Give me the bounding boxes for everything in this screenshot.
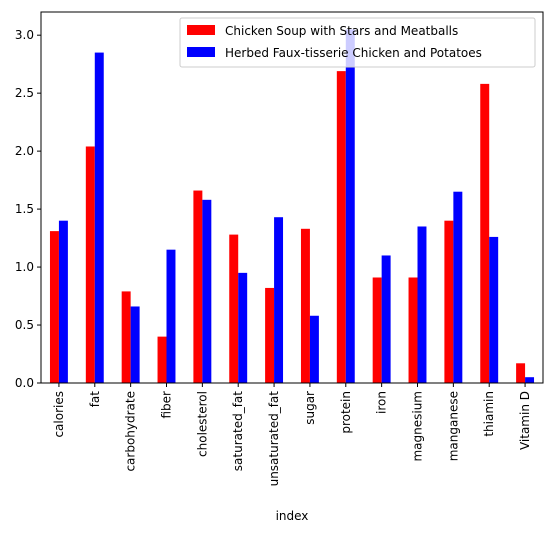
legend: Chicken Soup with Stars and Meatballs He…: [179, 17, 536, 68]
x-tick-label: calories: [52, 391, 66, 438]
bar-2-thiamin: [489, 236, 499, 383]
bar-1-magnesium: [408, 277, 418, 383]
bar-1-fat: [85, 146, 95, 383]
bar-1-saturated_fat: [229, 234, 239, 383]
x-tick-label: unsaturated_fat: [267, 391, 281, 487]
bar-1-cholesterol: [193, 190, 203, 383]
bar-1-calories: [49, 231, 59, 383]
x-tick-label: protein: [339, 391, 353, 434]
y-tick-label: 1.5: [15, 202, 34, 216]
bar-2-iron: [381, 255, 391, 383]
bar-2-unsaturated_fat: [274, 217, 284, 383]
y-tick-label: 2.0: [15, 144, 34, 158]
bar-1-manganese: [444, 220, 454, 383]
x-axis-label: index: [276, 509, 309, 523]
plot-frame: [40, 11, 544, 384]
x-tick-label: fiber: [160, 391, 174, 419]
x-tick-label: Vitamin D: [518, 391, 532, 450]
y-tick-label: 0.5: [15, 318, 34, 332]
y-tick-label: 2.5: [15, 86, 34, 100]
x-tick-label: magnesium: [411, 391, 425, 462]
bar-2-fiber: [166, 249, 176, 383]
bar-2-magnesium: [417, 226, 427, 383]
x-tick-label: carbohydrate: [124, 391, 138, 472]
x-tick-label: fat: [88, 391, 102, 408]
bar-2-sugar: [309, 315, 319, 383]
legend-box: [179, 17, 536, 68]
legend-label-series-2: Herbed Faux-tisserie Chicken and Potatoe…: [225, 46, 482, 60]
x-axis: calories fat carbohydrate fiber cholesterol s…: [52, 383, 532, 486]
bar-1-sugar: [300, 228, 310, 383]
bar-2-calories: [58, 220, 68, 383]
bars-group: [49, 29, 535, 384]
bar-2-manganese: [453, 191, 463, 383]
bar-1-protein: [336, 71, 346, 384]
bar-1-iron: [372, 277, 382, 383]
bar-2-saturated_fat: [238, 272, 248, 383]
bar-1-Vitamin D: [516, 363, 526, 383]
bar-2-fat: [94, 52, 104, 383]
y-axis: 0.0 0.5 1.0 1.5 2.0 2.5 3.0: [15, 28, 41, 390]
y-tick-label: 1.0: [15, 260, 34, 274]
legend-label-series-1: Chicken Soup with Stars and Meatballs: [225, 24, 458, 38]
bar-2-Vitamin D: [525, 377, 535, 383]
x-tick-label: saturated_fat: [231, 391, 245, 471]
y-tick-label: 3.0: [15, 28, 34, 42]
bar-1-thiamin: [480, 83, 490, 383]
x-tick-label: manganese: [446, 391, 460, 461]
bar-1-unsaturated_fat: [265, 287, 275, 383]
bar-2-protein: [345, 29, 355, 383]
x-tick-label: cholesterol: [195, 391, 209, 457]
x-tick-label: iron: [375, 391, 389, 414]
bar-2-cholesterol: [202, 199, 212, 383]
bar-1-fiber: [157, 336, 167, 383]
y-tick-label: 0.0: [15, 376, 34, 390]
bar-1-carbohydrate: [121, 291, 131, 383]
legend-swatch-series-2: [187, 47, 215, 57]
x-tick-label: sugar: [303, 391, 317, 425]
legend-swatch-series-1: [187, 25, 215, 35]
bar-2-carbohydrate: [130, 306, 140, 383]
x-tick-label: thiamin: [482, 391, 496, 437]
